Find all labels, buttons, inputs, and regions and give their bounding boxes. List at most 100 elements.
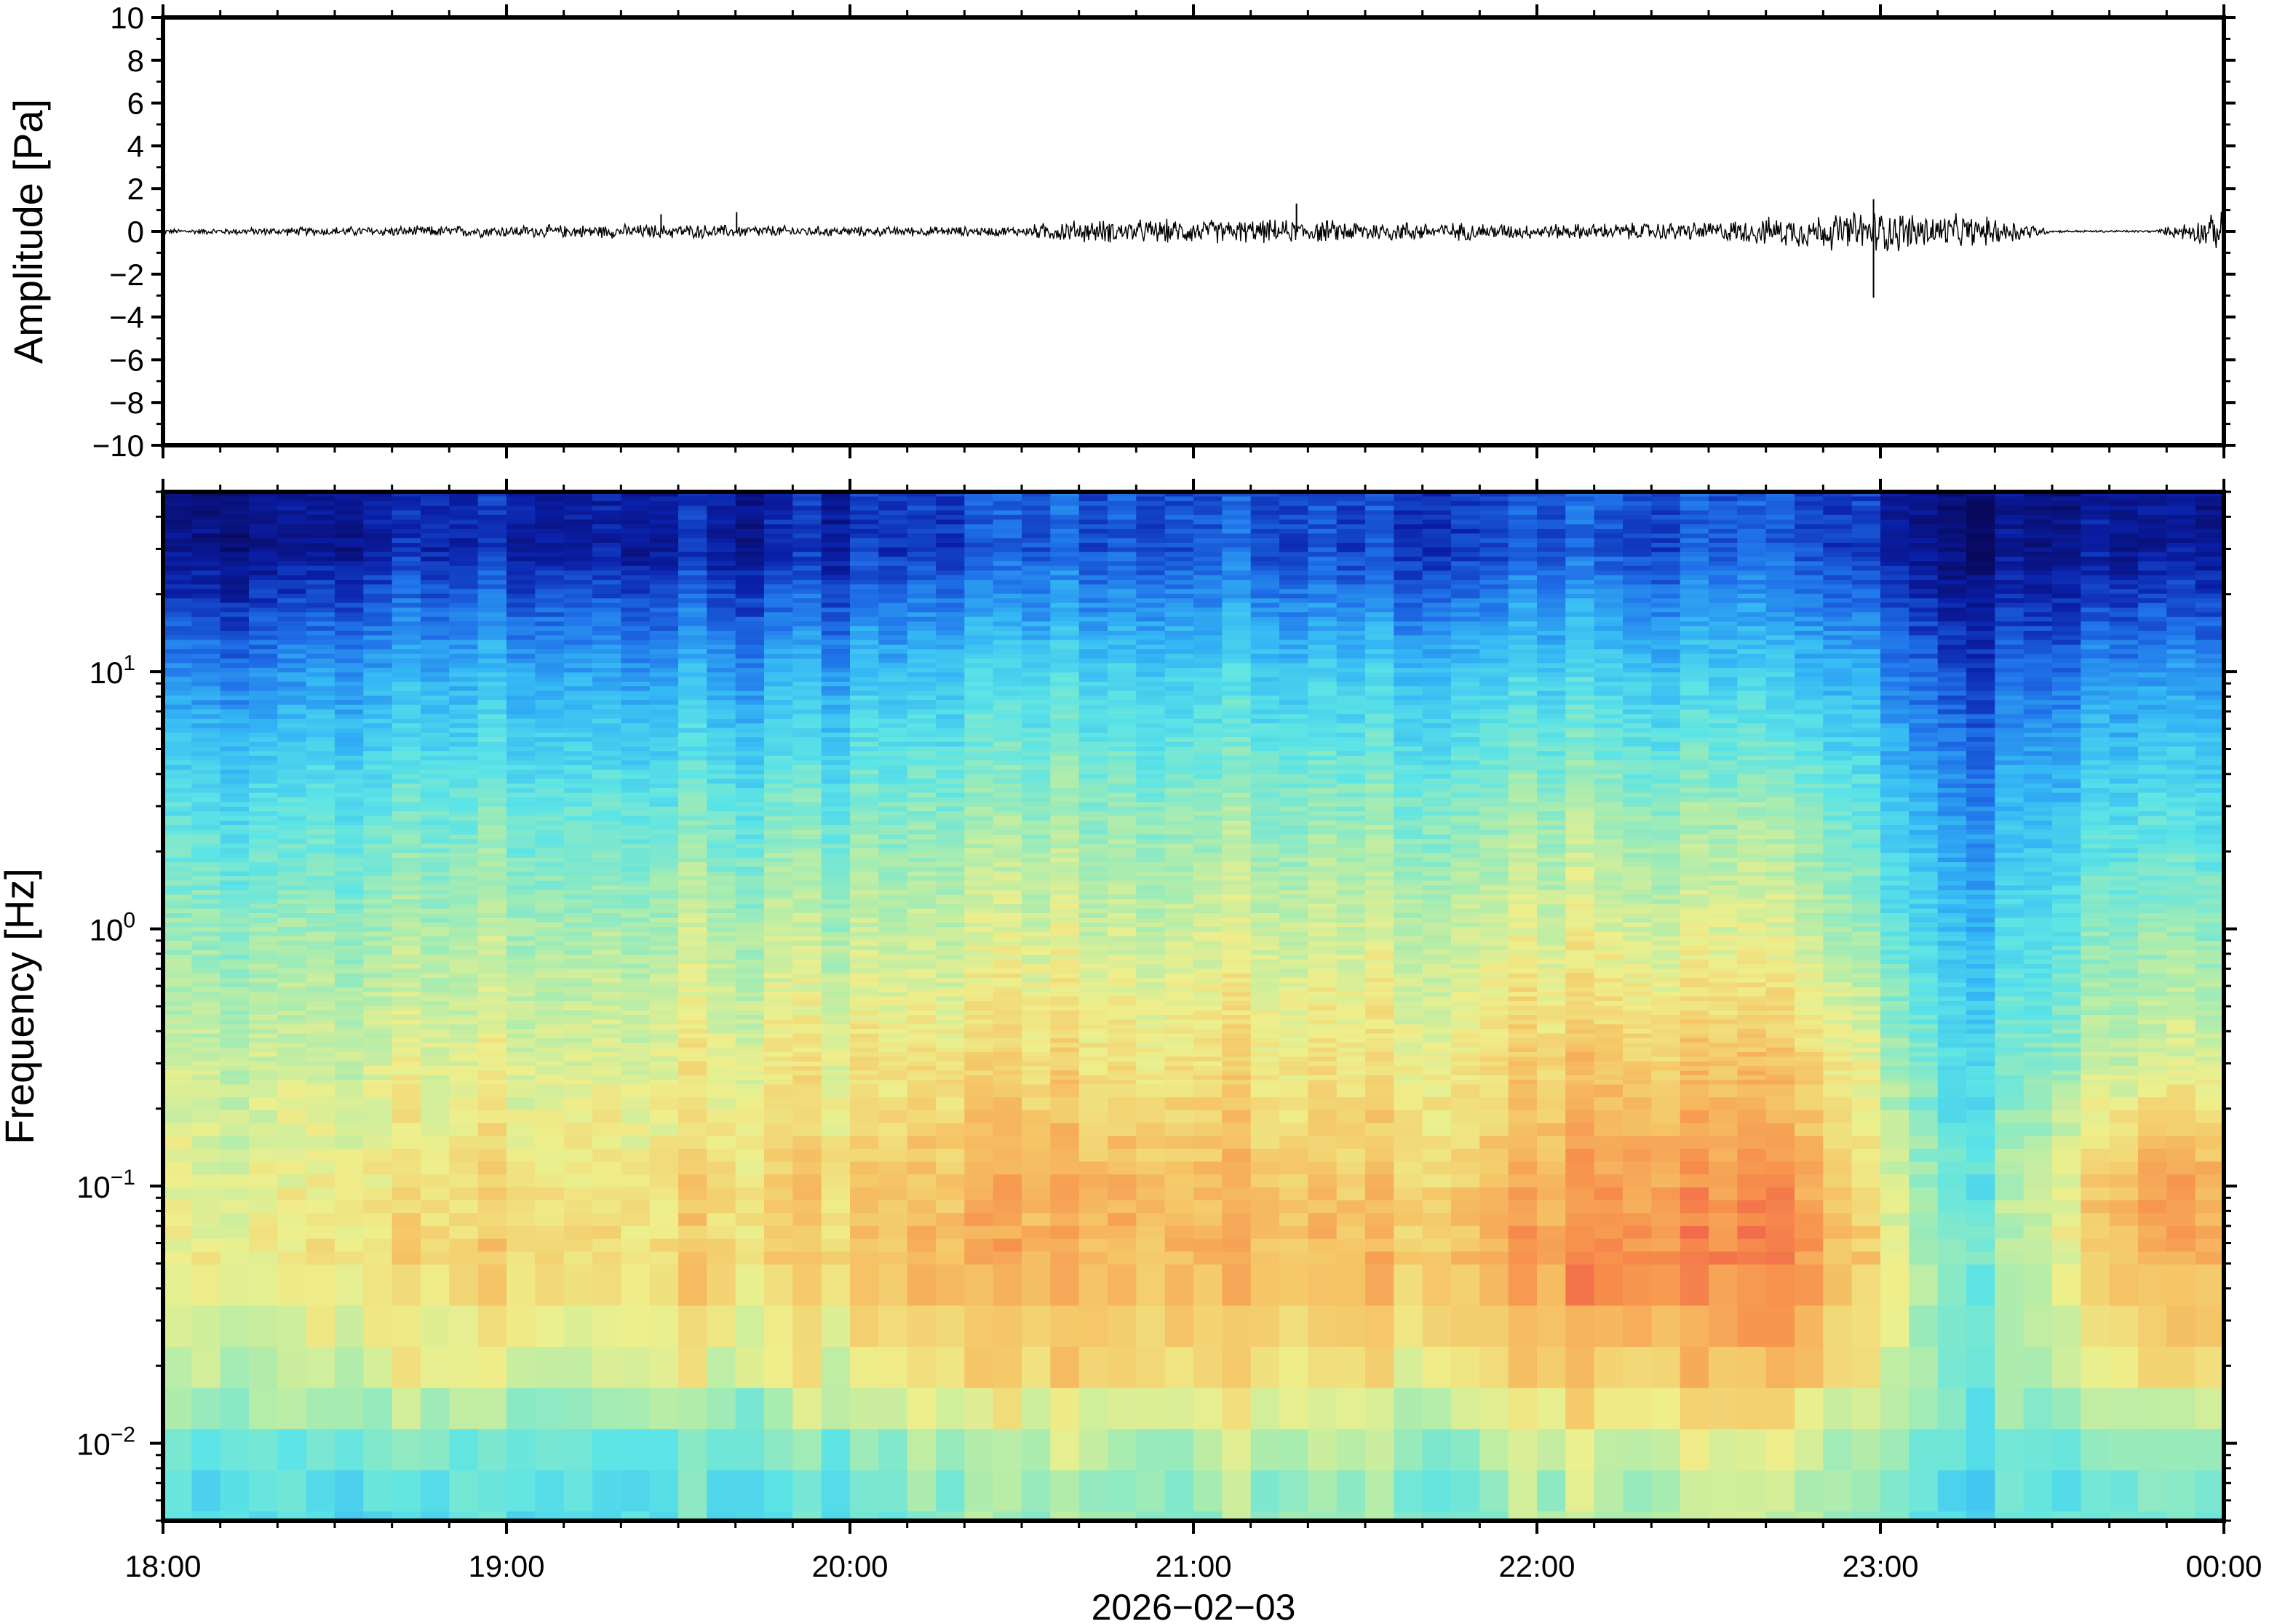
- spectrogram-cell: [850, 510, 880, 516]
- spectrogram-cell: [1022, 677, 1052, 682]
- spectrogram-cell: [392, 996, 421, 1002]
- spectrogram-cell: [392, 700, 421, 706]
- spectrogram-cell: [535, 1200, 565, 1214]
- spectrogram-cell: [1022, 1066, 1052, 1072]
- spectrogram-cell: [678, 681, 708, 688]
- spectrogram-cell: [163, 987, 193, 992]
- spectrogram-cell: [707, 1015, 736, 1021]
- spectrogram-cell: [649, 667, 679, 673]
- spectrogram-cell: [936, 1075, 966, 1080]
- spectrogram-cell: [621, 788, 651, 794]
- spectrogram-cell: [392, 978, 421, 984]
- spectrogram-cell: [1022, 1136, 1052, 1150]
- spectrogram-cell: [707, 941, 736, 947]
- spectrogram-cell: [764, 1075, 794, 1080]
- spectrogram-cell: [191, 788, 221, 794]
- spectrogram-cell: [392, 649, 421, 655]
- spectrogram-cell: [1050, 1110, 1080, 1124]
- spectrogram-cell: [363, 1084, 393, 1098]
- spectrogram-cell: [735, 1029, 765, 1035]
- spectrogram-cell: [535, 584, 565, 590]
- spectrogram-cell: [850, 765, 880, 771]
- spectrogram-cell: [878, 890, 908, 896]
- spectrogram-cell: [477, 774, 507, 780]
- spectrogram-cell: [535, 501, 565, 506]
- spectrogram-cell: [191, 1264, 221, 1307]
- spectrogram-cell: [306, 765, 335, 771]
- spectrogram-cell: [707, 820, 736, 826]
- spectrogram-cell: [964, 760, 994, 766]
- spectrogram-cell: [592, 829, 622, 835]
- spectrogram-cell: [249, 506, 279, 512]
- spectrogram-cell: [335, 885, 365, 891]
- spectrogram-cell: [907, 658, 937, 664]
- spectrogram-cell: [821, 880, 851, 886]
- spectrogram-cell: [936, 626, 966, 632]
- spectrogram-cell: [163, 608, 193, 613]
- spectrogram-cell: [335, 589, 365, 594]
- spectrogram-cell: [1022, 908, 1052, 914]
- spectrogram-cell: [306, 747, 335, 752]
- spectrogram-cell: [249, 1225, 279, 1240]
- spectrogram-cell: [964, 520, 994, 525]
- spectrogram-cell: [449, 1047, 479, 1053]
- spectrogram-cell: [936, 570, 966, 576]
- waveform-y-tick-label: −4: [109, 300, 144, 335]
- spectrogram-cell: [764, 594, 794, 600]
- spectrogram-cell: [907, 640, 937, 645]
- spectrogram-cell: [477, 755, 507, 761]
- spectrogram-cell: [1050, 640, 1080, 645]
- spectrogram-cell: [335, 755, 365, 761]
- spectrogram-cell: [191, 982, 221, 988]
- spectrogram-cell: [421, 1251, 450, 1265]
- spectrogram-cell: [1050, 584, 1080, 590]
- spectrogram-cell: [792, 1174, 822, 1188]
- spectrogram-cell: [163, 594, 193, 600]
- spectrogram-cell: [563, 1070, 593, 1076]
- spectrogram-cell: [621, 658, 651, 664]
- spectrogram-cell: [592, 1148, 622, 1163]
- spectrogram-cell: [191, 1051, 221, 1058]
- spectrogram-cell: [335, 1043, 365, 1048]
- spectrogram-cell: [249, 816, 279, 821]
- spectrogram-cell: [277, 653, 307, 659]
- spectrogram-cell: [392, 1200, 421, 1214]
- spectrogram-cell: [821, 792, 851, 798]
- spectrogram-cell: [993, 621, 1022, 627]
- spectrogram-cell: [621, 760, 651, 766]
- spectrogram-cell: [878, 894, 908, 900]
- spectrogram-cell: [449, 709, 479, 715]
- spectrogram-cell: [936, 904, 966, 909]
- spectrogram-cell: [563, 732, 593, 739]
- spectrogram-cell: [964, 829, 994, 835]
- spectrogram-cell: [1078, 755, 1108, 761]
- spectrogram-cell: [821, 913, 851, 919]
- spectrogram-cell: [964, 681, 994, 688]
- spectrogram-cell: [649, 765, 679, 771]
- spectrogram-cell: [249, 871, 279, 877]
- spectrogram-cell: [392, 658, 421, 664]
- spectrogram-cell: [964, 843, 994, 849]
- spectrogram-cell: [678, 885, 708, 891]
- spectrogram-cell: [249, 1148, 279, 1163]
- spectrogram-cell: [191, 626, 221, 632]
- spectrogram-cell: [764, 1038, 794, 1043]
- spectrogram-cell: [621, 1161, 651, 1175]
- spectrogram-cell: [535, 1148, 565, 1163]
- spectrogram-cell: [163, 561, 193, 567]
- spectrogram-cell: [392, 677, 421, 682]
- spectrogram-cell: [421, 747, 450, 752]
- spectrogram-cell: [220, 514, 250, 520]
- spectrogram-cell: [907, 672, 937, 678]
- spectrogram-cell: [306, 658, 335, 664]
- spectrogram-cell: [191, 496, 221, 502]
- spectrogram-cell: [678, 561, 708, 567]
- spectrogram-cell: [335, 681, 365, 688]
- spectrogram-cell: [821, 565, 851, 571]
- spectrogram-cell: [850, 899, 880, 905]
- spectrogram-cell: [535, 510, 565, 516]
- spectrogram-cell: [907, 565, 937, 571]
- spectrogram-cell: [421, 686, 450, 692]
- spectrogram-cell: [477, 890, 507, 896]
- spectrogram-cell: [249, 829, 279, 835]
